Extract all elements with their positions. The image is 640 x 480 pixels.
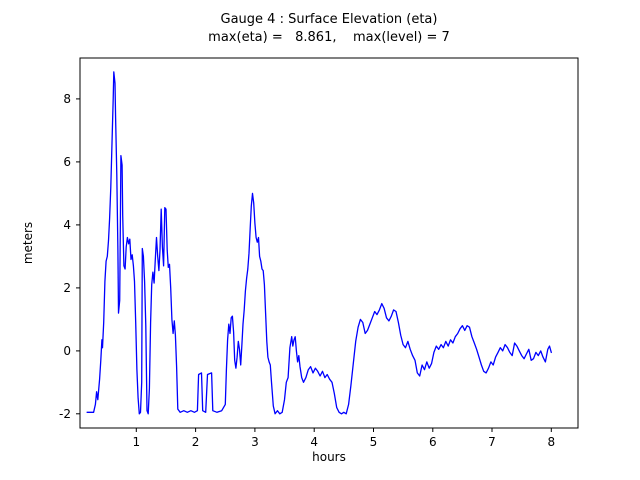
x-tick-label: 1: [132, 435, 140, 449]
series-group: [86, 71, 552, 415]
x-tick-label: 7: [488, 435, 496, 449]
y-tick-label: 2: [63, 281, 71, 295]
x-tick-label: 8: [547, 435, 555, 449]
series-line-eta: [86, 71, 552, 415]
x-tick-label: 4: [310, 435, 318, 449]
y-axis-label: meters: [21, 221, 35, 265]
x-tick-label: 2: [192, 435, 200, 449]
y-tick-label: 8: [63, 92, 71, 106]
x-tick-label: 6: [429, 435, 437, 449]
y-tick-label: 4: [63, 218, 71, 232]
chart-subtitle: max(eta) = 8.861, max(level) = 7: [208, 30, 450, 45]
axis-ticks: 1 2 3 4 5 6 7 8 -2 0 2 4 6 8: [59, 92, 555, 449]
x-tick-label: 5: [370, 435, 378, 449]
chart-title: Gauge 4 : Surface Elevation (eta): [220, 12, 438, 27]
x-tick-label: 3: [251, 435, 259, 449]
y-tick-label: 6: [63, 155, 71, 169]
axes-box: [79, 57, 579, 429]
y-tick-label: 0: [63, 344, 71, 358]
y-tick-label: -2: [59, 407, 71, 421]
x-axis-label: hours: [312, 450, 346, 464]
